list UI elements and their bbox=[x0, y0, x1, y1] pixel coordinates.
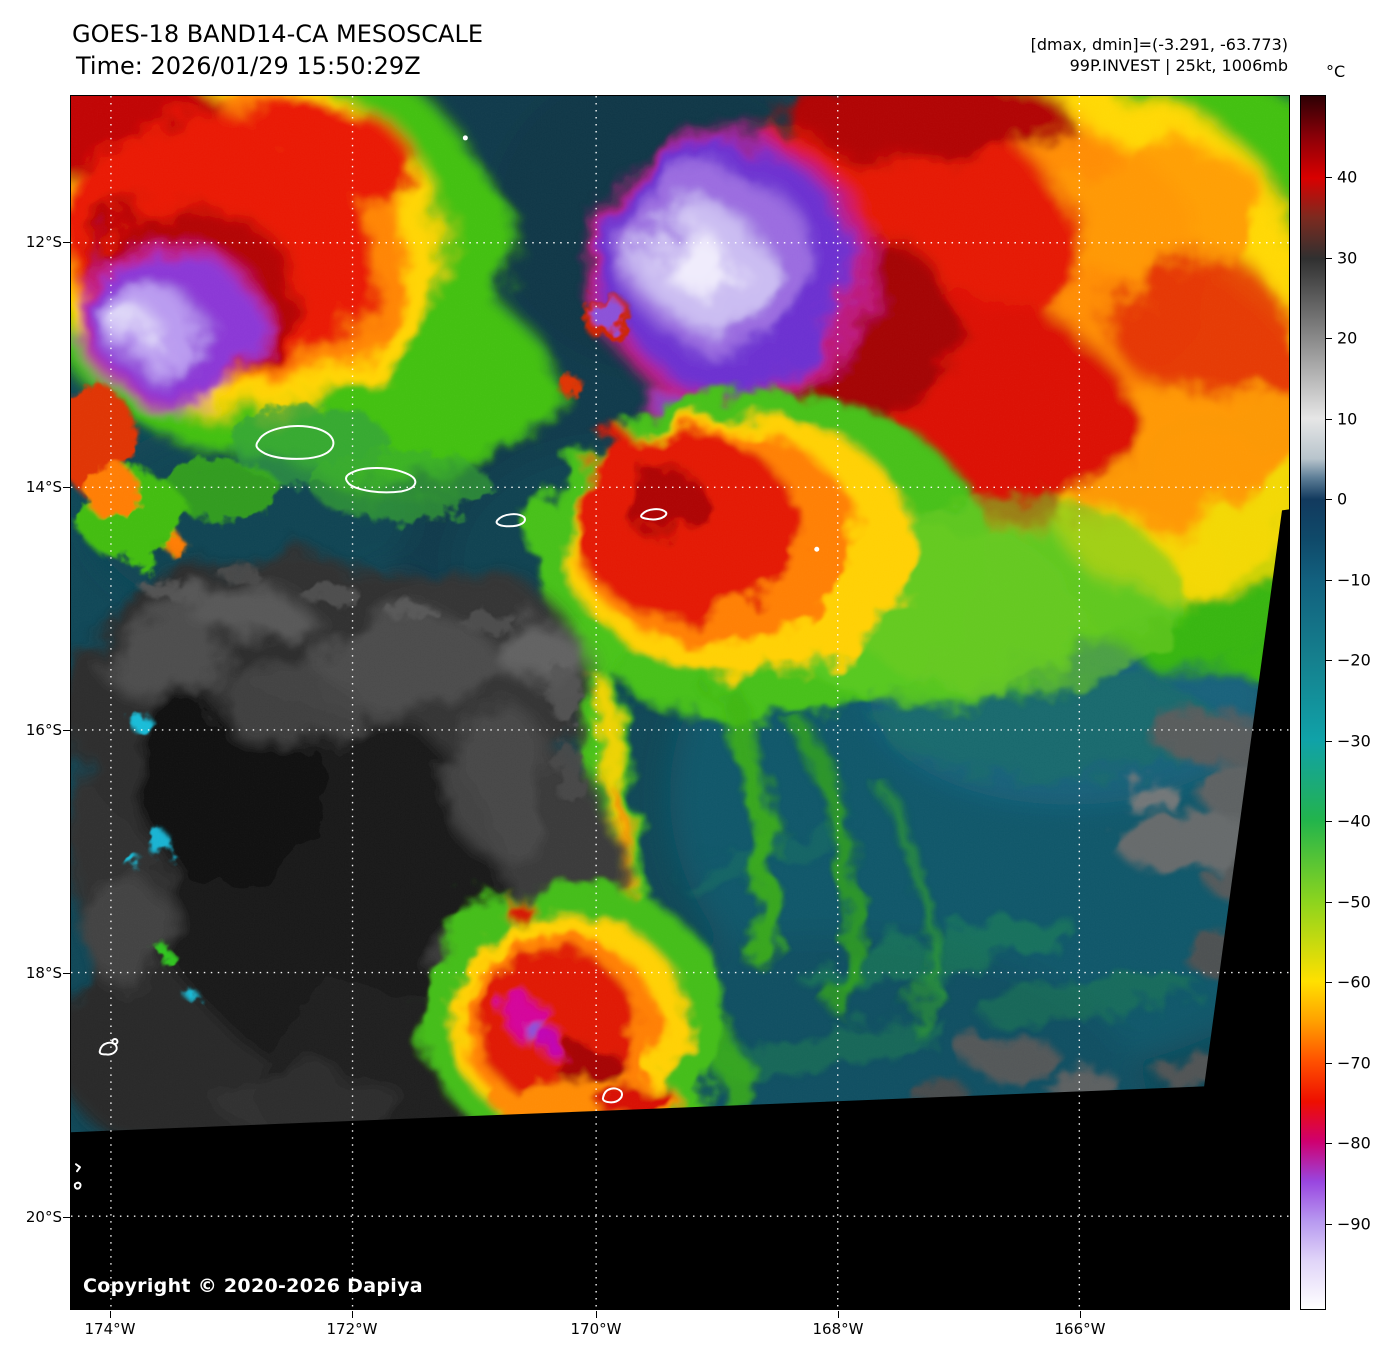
info-block: [dmax, dmin]=(-3.291, -63.773) 99P.INVES… bbox=[1031, 34, 1288, 76]
colorbar-tick-mark bbox=[1326, 177, 1332, 178]
lon-tick-mark bbox=[110, 1311, 111, 1318]
lat-tick-label: 18°S bbox=[25, 964, 62, 982]
lat-tick-mark bbox=[63, 1217, 70, 1218]
colorbar-tick-mark bbox=[1326, 419, 1332, 420]
lon-tick-label: 170°W bbox=[570, 1320, 622, 1338]
colorbar-tick-label: 0 bbox=[1337, 489, 1348, 509]
lat-tick-label: 12°S bbox=[25, 233, 62, 251]
lat-tick-label: 16°S bbox=[25, 721, 62, 739]
colorbar-tick-mark bbox=[1326, 1063, 1332, 1064]
lon-tick-label: 166°W bbox=[1054, 1320, 1106, 1338]
colorbar-tick-label: −50 bbox=[1337, 892, 1371, 912]
colorbar-tick-label: 20 bbox=[1337, 328, 1358, 348]
colorbar-tick-label: 10 bbox=[1337, 409, 1358, 429]
colorbar-tick-label: −60 bbox=[1337, 972, 1371, 992]
coastlines bbox=[73, 425, 668, 1190]
lat-tick-label: 20°S bbox=[25, 1208, 62, 1226]
colorbar-tick-mark bbox=[1326, 1224, 1332, 1225]
colorbar-tick-mark bbox=[1326, 258, 1332, 259]
bright-specks bbox=[462, 135, 820, 552]
lat-tick-label: 14°S bbox=[25, 478, 62, 496]
lon-tick-mark bbox=[352, 1311, 353, 1318]
lon-tick-mark bbox=[1080, 1311, 1081, 1318]
colorbar-tick-label: −30 bbox=[1337, 731, 1371, 751]
colorbar-tick-mark bbox=[1326, 660, 1332, 661]
colorbar-tick-mark bbox=[1326, 982, 1332, 983]
colorbar-tick-mark bbox=[1326, 902, 1332, 903]
colorbar bbox=[1300, 95, 1326, 1310]
no-data-region bbox=[71, 509, 1289, 1309]
colorbar-tick-mark bbox=[1326, 580, 1332, 581]
map-plot: Copyright © 2020-2026 Dapiya bbox=[70, 95, 1290, 1310]
copyright-label: Copyright © 2020-2026 Dapiya bbox=[83, 1275, 423, 1297]
colorbar-tick-label: −40 bbox=[1337, 811, 1371, 831]
colorbar-tick-mark bbox=[1326, 338, 1332, 339]
page-title: GOES-18 BAND14-CA MESOSCALE bbox=[72, 20, 483, 48]
colorbar-tick-label: −20 bbox=[1337, 650, 1371, 670]
colorbar-unit-label: °C bbox=[1326, 62, 1346, 81]
graticule bbox=[71, 96, 1289, 1309]
storm-label: 99P.INVEST | 25kt, 1006mb bbox=[1069, 56, 1288, 75]
colorbar-tick-label: 30 bbox=[1337, 248, 1358, 268]
dminmax-label: [dmax, dmin]=(-3.291, -63.773) bbox=[1030, 35, 1288, 54]
colorbar-tick-mark bbox=[1326, 741, 1332, 742]
satellite-image bbox=[71, 96, 1289, 1309]
lon-tick-label: 168°W bbox=[812, 1320, 864, 1338]
colorbar-tick-label: −90 bbox=[1337, 1214, 1371, 1234]
colorbar-tick-label: −70 bbox=[1337, 1053, 1371, 1073]
colorbar-tick-label: −10 bbox=[1337, 570, 1371, 590]
lat-tick-mark bbox=[63, 973, 70, 974]
colorbar-tick-mark bbox=[1326, 1143, 1332, 1144]
colorbar-tick-label: −80 bbox=[1337, 1133, 1371, 1153]
lon-tick-mark bbox=[838, 1311, 839, 1318]
colorbar-tick-mark bbox=[1326, 821, 1332, 822]
colorbar-tick-label: 40 bbox=[1337, 167, 1358, 187]
lon-tick-label: 174°W bbox=[84, 1320, 136, 1338]
lat-tick-mark bbox=[63, 487, 70, 488]
lon-tick-label: 172°W bbox=[326, 1320, 378, 1338]
lon-tick-mark bbox=[596, 1311, 597, 1318]
colorbar-tick-mark bbox=[1326, 499, 1332, 500]
lat-tick-mark bbox=[63, 242, 70, 243]
time-label: Time: 2026/01/29 15:50:29Z bbox=[76, 52, 421, 80]
lat-tick-mark bbox=[63, 730, 70, 731]
